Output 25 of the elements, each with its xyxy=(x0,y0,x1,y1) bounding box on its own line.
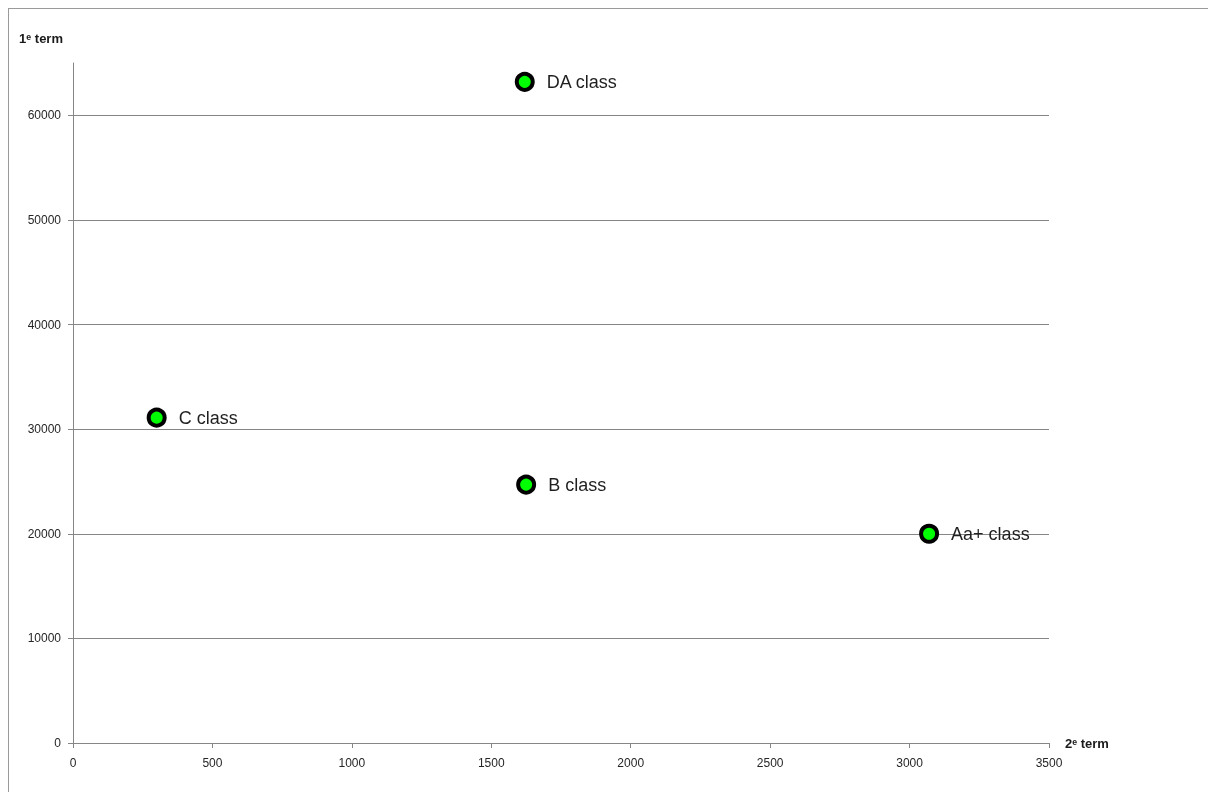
point xyxy=(919,523,940,544)
series-label: Aa+ class xyxy=(951,523,1030,544)
x-tick-label: 500 xyxy=(202,756,223,770)
y-tick-label: 30000 xyxy=(27,422,62,437)
y-axis-title: 1ᵉ term xyxy=(19,31,63,46)
x-tick-label: 1000 xyxy=(338,756,366,770)
x-axis-title: 2ᵉ term xyxy=(1065,735,1109,751)
series-label: B class xyxy=(548,474,607,495)
point xyxy=(516,474,537,495)
x-tick-label: 3000 xyxy=(896,756,924,770)
x-tick-label: 0 xyxy=(69,756,77,770)
x-tick-label: 2500 xyxy=(756,756,784,770)
x-tick-label: 1500 xyxy=(477,756,505,770)
series-label: C class xyxy=(178,407,238,428)
x-tick-label: 3500 xyxy=(1035,756,1063,770)
point xyxy=(514,71,535,92)
series-label: DA class xyxy=(546,71,617,92)
y-tick-label: 10000 xyxy=(27,631,62,646)
y-tick-label: 50000 xyxy=(27,212,62,227)
point xyxy=(146,407,167,428)
y-tick-label: 40000 xyxy=(27,317,62,332)
x-tick-label: 2000 xyxy=(617,756,645,770)
y-tick-label: 60000 xyxy=(27,108,62,123)
y-tick-label: 20000 xyxy=(27,526,62,541)
y-tick-label: 0 xyxy=(54,736,62,750)
